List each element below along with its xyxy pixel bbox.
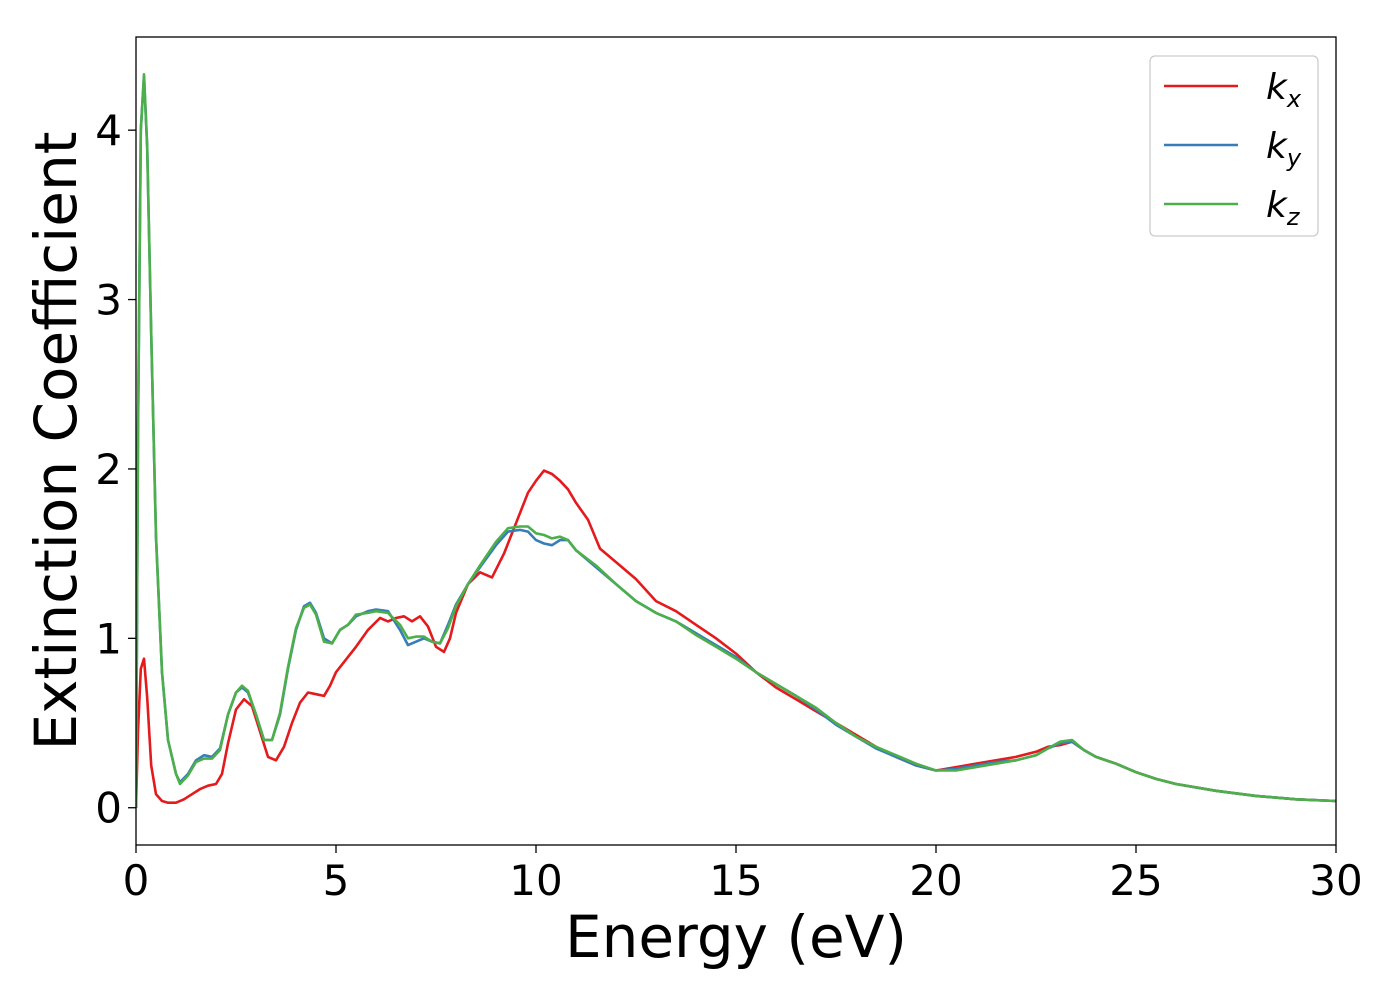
x-axis: 0 5 10 15 20 25 30	[123, 845, 1363, 905]
series-layer	[136, 73, 1336, 808]
y-tick-label: 4	[95, 106, 122, 155]
legend-label-base: k	[1266, 126, 1289, 167]
legend-label-base: k	[1266, 185, 1289, 226]
x-tick-label: 0	[123, 856, 150, 905]
y-tick-label: 3	[95, 276, 122, 325]
y-axis-title: Extinction Coefficient	[22, 132, 90, 751]
y-tick-label: 1	[95, 614, 122, 663]
x-tick-label: 30	[1309, 856, 1362, 905]
x-tick-label: 5	[323, 856, 350, 905]
y-axis: 0 1 2 3 4	[95, 106, 136, 833]
y-tick-label: 0	[95, 784, 122, 833]
series-line-x	[136, 469, 1336, 808]
x-axis-title: Energy (eV)	[565, 903, 907, 971]
legend-label-x: kx	[1266, 67, 1302, 113]
x-tick-label: 15	[709, 856, 762, 905]
y-tick-label: 2	[95, 445, 122, 494]
x-tick-label: 25	[1109, 856, 1162, 905]
legend-label-y: ky	[1266, 126, 1302, 172]
series-line-z	[136, 73, 1336, 808]
legend-label-subscript: z	[1286, 203, 1301, 231]
legend-label-z: kz	[1266, 185, 1301, 231]
x-tick-label: 10	[509, 856, 562, 905]
legend-label-subscript: x	[1286, 85, 1302, 113]
legend-label-base: k	[1266, 67, 1289, 108]
x-tick-label: 20	[909, 856, 962, 905]
legend-label-subscript: y	[1286, 144, 1302, 172]
